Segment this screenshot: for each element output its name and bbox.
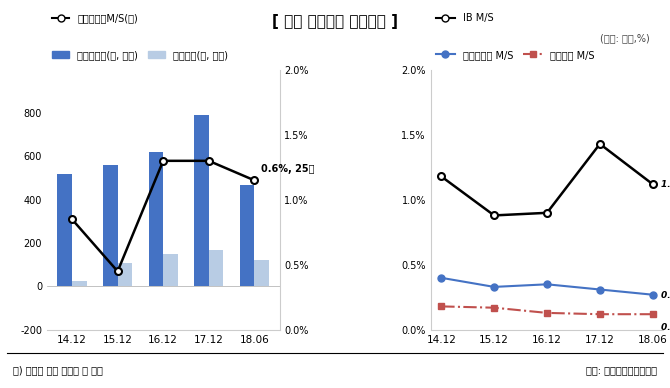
Bar	[209, 249, 223, 286]
Bar	[72, 281, 86, 286]
Text: (단위: 억원,%): (단위: 억원,%)	[600, 33, 650, 43]
Text: [ 주요 사업부문 시장지위 ]: [ 주요 사업부문 시장지위 ]	[272, 14, 398, 29]
Text: 0.1%, 28위: 0.1%, 28위	[661, 322, 670, 331]
Text: 1.1%, 25위: 1.1%, 25위	[661, 180, 670, 189]
Bar	[118, 263, 132, 286]
Bar	[255, 260, 269, 286]
Bar	[149, 152, 163, 286]
Bar	[103, 165, 118, 286]
Text: 0.3%, 32위: 0.3%, 32위	[661, 290, 670, 299]
Bar	[58, 174, 72, 286]
Text: 0.6%, 25위: 0.6%, 25위	[261, 164, 315, 174]
Legend: IB M/S: IB M/S	[436, 13, 493, 23]
Bar	[240, 185, 255, 286]
Legend: 영업순수익M/S(우): 영업순수익M/S(우)	[52, 13, 138, 23]
Bar	[163, 254, 178, 286]
Text: 주) 순위는 국내 증권사 내 기준: 주) 순위는 국내 증권사 내 기준	[13, 365, 103, 376]
Text: 자료: 금융통계정보시스템: 자료: 금융통계정보시스템	[586, 365, 657, 376]
Bar	[194, 115, 209, 286]
